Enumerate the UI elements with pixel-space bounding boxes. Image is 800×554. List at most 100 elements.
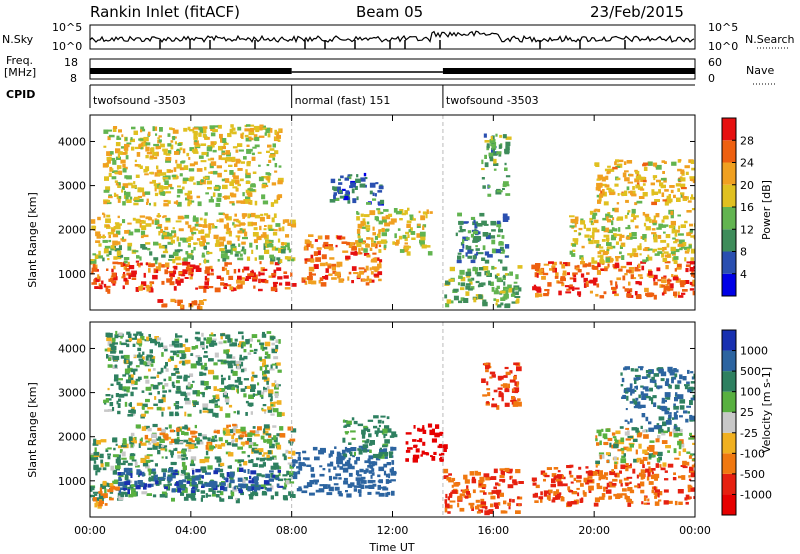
radar-cell — [463, 298, 469, 303]
radar-cell — [405, 441, 409, 445]
radar-cell — [680, 192, 684, 198]
radar-cell — [643, 496, 647, 502]
radar-cell — [433, 451, 437, 455]
radar-cell — [491, 374, 496, 378]
radar-cell — [335, 473, 341, 477]
radar-cell — [572, 238, 579, 242]
radar-cell — [261, 391, 265, 395]
radar-cell — [243, 355, 248, 360]
radar-cell — [509, 469, 513, 474]
radar-cell — [576, 479, 582, 483]
radar-cell — [149, 357, 152, 362]
radar-cell — [624, 170, 629, 173]
radar-cell — [624, 431, 629, 436]
radar-cell — [176, 354, 180, 358]
radar-cell — [167, 241, 173, 245]
radar-cell — [167, 479, 171, 483]
radar-cell — [246, 124, 251, 127]
radar-cell — [124, 481, 131, 485]
radar-cell — [672, 417, 675, 420]
radar-cell — [277, 369, 282, 373]
radar-cell — [257, 426, 262, 431]
radar-cell — [572, 243, 577, 247]
radar-cell — [183, 496, 189, 501]
radar-cell — [535, 484, 540, 489]
radar-cell — [274, 150, 279, 155]
radar-cell — [668, 414, 672, 419]
radar-cell — [247, 221, 254, 227]
radar-cell — [372, 252, 377, 255]
radar-cell — [613, 456, 617, 461]
radar-cell — [176, 236, 179, 242]
radar-cell — [348, 457, 351, 461]
radar-cell — [292, 459, 297, 463]
radar-cell — [168, 449, 171, 453]
radar-cell — [319, 262, 326, 267]
radar-cell — [273, 282, 277, 287]
radar-cell — [478, 483, 483, 486]
radar-cell — [360, 220, 365, 226]
radar-cell — [128, 338, 133, 342]
radar-cell — [679, 280, 686, 285]
radar-cell — [198, 202, 202, 206]
radar-cell — [226, 284, 232, 287]
radar-cell — [152, 468, 156, 472]
radar-cell — [599, 454, 602, 460]
radar-cell — [230, 249, 233, 255]
radar-cell — [618, 227, 621, 232]
radar-cell — [214, 141, 217, 144]
radar-cell — [670, 251, 676, 255]
radar-cell — [491, 229, 496, 232]
radar-cell — [273, 435, 277, 441]
radar-cell — [147, 447, 153, 450]
radar-cell — [684, 246, 690, 250]
radar-cell — [677, 188, 681, 192]
radar-cell — [689, 176, 695, 179]
radar-cell — [98, 491, 103, 494]
radar-cell — [601, 183, 607, 187]
radar-cell — [275, 247, 280, 251]
radar-cell — [328, 244, 333, 247]
radar-cell — [658, 499, 662, 502]
radar-cell — [615, 241, 619, 245]
radar-cell — [270, 485, 274, 490]
radar-cell — [223, 169, 228, 172]
radar-cell — [467, 230, 472, 234]
radar-cell — [140, 284, 144, 289]
radar-cell — [674, 457, 680, 460]
radar-cell — [690, 248, 695, 254]
radar-cell — [378, 479, 383, 484]
radar-cell — [267, 144, 272, 148]
radar-cell — [166, 266, 169, 269]
radar-cell — [629, 481, 632, 484]
radar-cell — [667, 417, 672, 423]
radar-cell — [245, 412, 248, 416]
radar-cell — [479, 490, 485, 493]
radar-cell — [678, 239, 685, 245]
radar-cell — [370, 474, 373, 479]
radar-cell — [691, 176, 695, 182]
radar-cell — [144, 191, 151, 195]
radar-cell — [610, 245, 616, 249]
radar-cell — [385, 492, 389, 497]
radar-cell — [122, 183, 129, 188]
radar-cell — [641, 469, 646, 474]
radar-cell — [381, 216, 386, 220]
radar-cell — [353, 488, 357, 492]
radar-cell — [200, 160, 207, 163]
radar-cell — [259, 457, 266, 462]
radar-cell — [680, 224, 686, 228]
radar-cell — [117, 410, 121, 415]
radar-cell — [379, 229, 383, 232]
radar-cell — [134, 334, 137, 339]
radar-cell — [283, 478, 287, 481]
radar-cell — [129, 196, 133, 200]
radar-cell — [173, 167, 177, 172]
radar-cell — [490, 495, 496, 500]
radar-cell — [512, 499, 515, 503]
radar-cell — [603, 201, 609, 206]
radar-cell — [640, 474, 644, 480]
radar-cell — [195, 390, 200, 394]
radar-cell — [653, 294, 657, 300]
radar-cell — [176, 163, 182, 169]
